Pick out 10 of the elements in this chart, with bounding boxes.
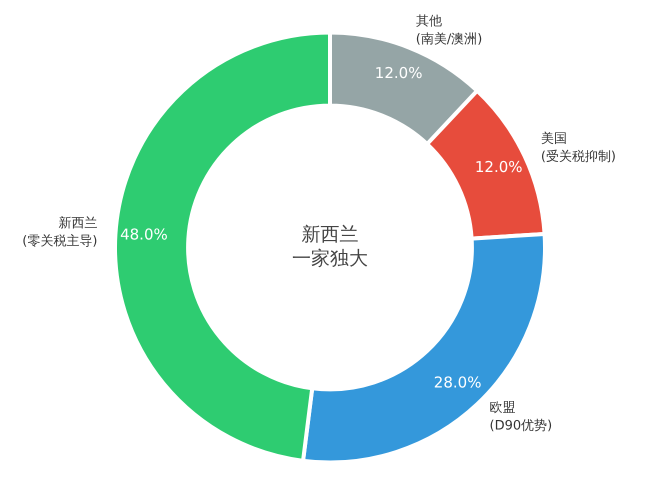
text: 一家独大 bbox=[292, 247, 368, 270]
slice-label: 欧盟 (D90优势) bbox=[490, 400, 552, 434]
data-label: 12.0% bbox=[374, 64, 422, 82]
text: 新西兰 bbox=[302, 223, 358, 246]
data-label: 48.0% bbox=[120, 226, 168, 244]
slice-label: 其他 (南美/澳洲) bbox=[416, 14, 482, 48]
slice-label: 美国 (受关税抑制) bbox=[540, 130, 616, 165]
data-label: 12.0% bbox=[474, 158, 523, 176]
data-label: 28.0% bbox=[434, 373, 482, 392]
slice-label: 新西兰 (零关税主导) bbox=[22, 216, 98, 250]
